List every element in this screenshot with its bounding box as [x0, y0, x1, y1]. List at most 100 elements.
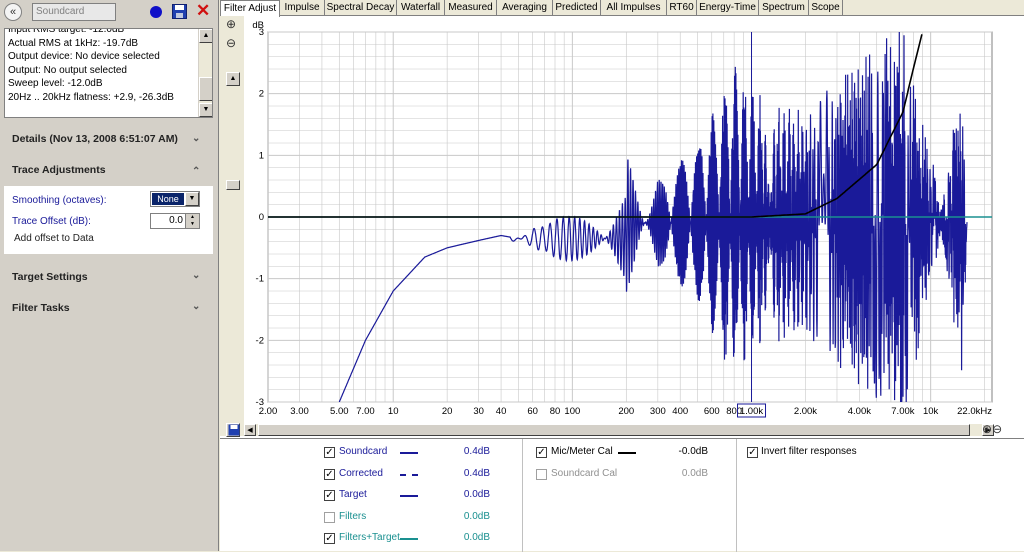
tab-spectrum[interactable]: Spectrum: [759, 0, 809, 16]
legend-value: 0.4dB: [463, 446, 490, 457]
tab-filter-adjust[interactable]: Filter Adjust: [220, 0, 280, 17]
horizontal-scrollbar[interactable]: ◀ ▶: [244, 424, 994, 436]
legend-value: -0.0dB: [678, 446, 708, 457]
x-tick-label: 2.00k: [794, 406, 817, 417]
scroll-thumb[interactable]: [258, 424, 970, 436]
invert-filter-label: Invert filter responses: [761, 446, 857, 457]
info-line: Output: No output selected: [8, 64, 127, 76]
x-tick-label: 3.00: [290, 406, 309, 417]
tab-all-impulses[interactable]: All Impulses: [601, 0, 667, 16]
graph-area: Filter Adjust Impulse Spectral Decay Waterf…: [220, 0, 1024, 552]
legend-value: 0.4dB: [463, 467, 490, 479]
x-tick-label: 10k: [923, 406, 939, 417]
save-icon[interactable]: [172, 4, 187, 19]
cursor-box: [737, 403, 767, 418]
invert-filter-checkbox[interactable]: ✓: [747, 447, 758, 458]
info-line: Actual RMS at 1kHz: -19.7dB: [8, 37, 139, 49]
tab-predicted[interactable]: Predicted: [553, 0, 601, 16]
x-tick-label: 10: [388, 406, 399, 417]
dropdown-arrow-icon[interactable]: ▼: [185, 192, 199, 206]
close-icon[interactable]: ✕: [196, 1, 211, 20]
details-header[interactable]: Details (Nov 13, 2008 6:51:07 AM): [12, 133, 178, 145]
tab-rt60[interactable]: RT60: [667, 0, 697, 16]
checkbox-target[interactable]: ✓: [324, 490, 335, 501]
y-tick-label: 1: [259, 150, 264, 161]
checkbox-soundcard-cal[interactable]: [536, 468, 547, 480]
chevron-down-icon[interactable]: ⌄: [192, 301, 201, 312]
spinner-icon[interactable]: ▲ ▼: [185, 214, 199, 228]
scroll-thumb[interactable]: [226, 180, 240, 190]
tab-averaging[interactable]: Averaging: [497, 0, 553, 16]
left-panel: « Soundcard ✕ Input RMS target: -12.0dB …: [0, 0, 219, 551]
legend-divider: [736, 439, 737, 552]
chevron-up-icon[interactable]: ⌃: [192, 166, 201, 177]
checkbox-filters-target[interactable]: ✓: [324, 533, 335, 544]
legend-value: 0.0dB: [463, 489, 490, 500]
checkbox-filters[interactable]: [324, 511, 335, 523]
zoom-in-icon[interactable]: ⊕: [982, 422, 993, 436]
chevron-down-icon[interactable]: ⌄: [192, 133, 201, 144]
legend-label: Target: [339, 489, 367, 500]
y-tick-label: -2: [256, 335, 264, 346]
target-settings-header[interactable]: Target Settings: [12, 271, 88, 283]
legend-line-swatch: [400, 473, 418, 476]
x-tick-label: 30: [473, 406, 484, 417]
info-scrollbar[interactable]: ▲ ▼: [198, 29, 212, 117]
info-line: Output device: No device selected: [8, 51, 160, 62]
y-tick-label: 0: [259, 212, 264, 223]
vertical-scrollbar[interactable]: ▲ ▼: [226, 72, 240, 437]
series-mic-meter-cal: [268, 34, 923, 218]
trace-offset-field[interactable]: 0.0 ▲ ▼: [150, 213, 200, 229]
zoom-in-icon[interactable]: ⊕: [226, 17, 237, 31]
filter-tasks-header[interactable]: Filter Tasks: [12, 302, 70, 314]
x-tick-label: 300: [650, 406, 666, 417]
double-chevron-left-icon[interactable]: «: [4, 3, 22, 21]
x-tick-label: 800: [726, 406, 742, 417]
checkbox-soundcard[interactable]: ✓: [324, 447, 335, 458]
zoom-out-icon[interactable]: ⊖: [992, 422, 1003, 436]
save-graph-icon[interactable]: [228, 424, 240, 436]
trace-adjustments-panel: Smoothing (octaves): None ▼ Trace Offset…: [4, 186, 213, 254]
smoothing-select[interactable]: None ▼: [150, 191, 200, 207]
scroll-right-icon[interactable]: ▶: [982, 424, 994, 436]
x-tick-label: 40: [496, 406, 507, 417]
chevron-down-icon[interactable]: ⌄: [192, 270, 201, 281]
info-line: 20Hz .. 20kHz flatness: +2.9, -26.3dB: [8, 91, 174, 103]
tab-impulse[interactable]: Impulse: [280, 0, 325, 16]
tab-measured[interactable]: Measured: [445, 0, 497, 16]
y-tick-label: 3: [259, 27, 264, 38]
info-line: Input RMS target: -12.0dB: [8, 28, 125, 35]
checkbox-mic-meter-cal[interactable]: ✓: [536, 447, 547, 458]
x-tick-label: 4.00k: [848, 406, 871, 417]
trace-offset-value: 0.0: [169, 215, 183, 226]
checkbox-corrected[interactable]: ✓: [324, 468, 335, 480]
x-tick-label: 1.00k: [740, 406, 763, 417]
tab-energy-time[interactable]: Energy-Time: [697, 0, 759, 16]
zoom-out-icon[interactable]: ⊖: [226, 36, 237, 50]
smoothing-value: None: [152, 193, 184, 205]
trace-color-icon[interactable]: [150, 6, 162, 18]
measurement-name-field[interactable]: Soundcard: [32, 3, 116, 21]
legend-label: Filters+Target: [339, 532, 400, 543]
tab-spectral-decay[interactable]: Spectral Decay: [325, 0, 397, 16]
tab-scope[interactable]: Scope: [809, 0, 843, 16]
y-tick-label: -1: [256, 274, 264, 285]
scroll-thumb[interactable]: [199, 77, 212, 101]
x-tick-label: 20: [442, 406, 453, 417]
legend-label: Corrected: [339, 467, 383, 479]
trace-legend: ✓ Soundcard 0.4dB ✓ Corrected 0.4dB ✓ Target 0.0…: [220, 438, 1024, 552]
scroll-left-icon[interactable]: ◀: [244, 424, 256, 436]
scroll-down-icon[interactable]: ▼: [199, 103, 212, 117]
legend-line-swatch: [618, 452, 636, 454]
trace-adjustments-header[interactable]: Trace Adjustments: [12, 164, 106, 176]
scroll-up-icon[interactable]: ▲: [199, 29, 212, 43]
scroll-up-icon[interactable]: ▲: [226, 72, 240, 86]
tab-waterfall[interactable]: Waterfall: [397, 0, 445, 16]
info-line: Sweep level: -12.0dB: [8, 78, 103, 89]
legend-line-swatch: [400, 538, 418, 540]
legend-label: Soundcard: [339, 446, 388, 457]
measurement-info-box: Input RMS target: -12.0dB Actual RMS at …: [4, 28, 213, 118]
add-offset-button[interactable]: Add offset to Data: [14, 233, 94, 244]
tab-bar: Filter Adjust Impulse Spectral Decay Waterf…: [220, 0, 1024, 17]
